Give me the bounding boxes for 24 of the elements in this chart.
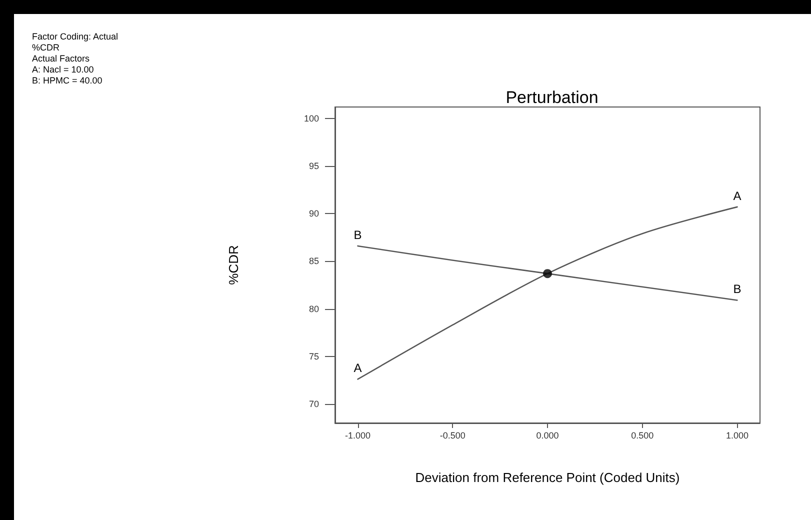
chart-title: Perturbation xyxy=(506,88,598,107)
text: Factor Coding: Actual xyxy=(32,32,118,42)
series-label: A xyxy=(354,361,362,376)
y-tick-label: 85 xyxy=(308,256,319,266)
y-tick-label: 80 xyxy=(308,304,319,314)
text: B xyxy=(354,228,362,242)
x-axis-title: Deviation from Reference Point (Coded Units) xyxy=(415,470,680,485)
y-tick-label: 70 xyxy=(308,398,319,409)
text: Actual Factors xyxy=(32,54,90,64)
x-tick-label: 0.000 xyxy=(536,430,559,440)
x-tick-label: 1.000 xyxy=(726,430,748,440)
x-tick-label: -1.000 xyxy=(345,430,371,440)
text: B: HPMC = 40.00 xyxy=(32,76,102,86)
y-tick-label: 95 xyxy=(308,161,319,172)
y-axis-title: %CDR xyxy=(226,245,241,285)
text: %CDR xyxy=(32,42,60,52)
series-label: B xyxy=(733,282,742,296)
x-tick-label: 0.500 xyxy=(631,430,654,440)
y-tick-label: 75 xyxy=(308,351,319,362)
y-tick-label: 90 xyxy=(308,208,319,219)
text: A xyxy=(733,188,742,203)
y-tick-label: 100 xyxy=(304,113,319,124)
text: A: Nacl = 10.00 xyxy=(32,64,94,74)
x-tick-label: -0.500 xyxy=(440,430,466,440)
